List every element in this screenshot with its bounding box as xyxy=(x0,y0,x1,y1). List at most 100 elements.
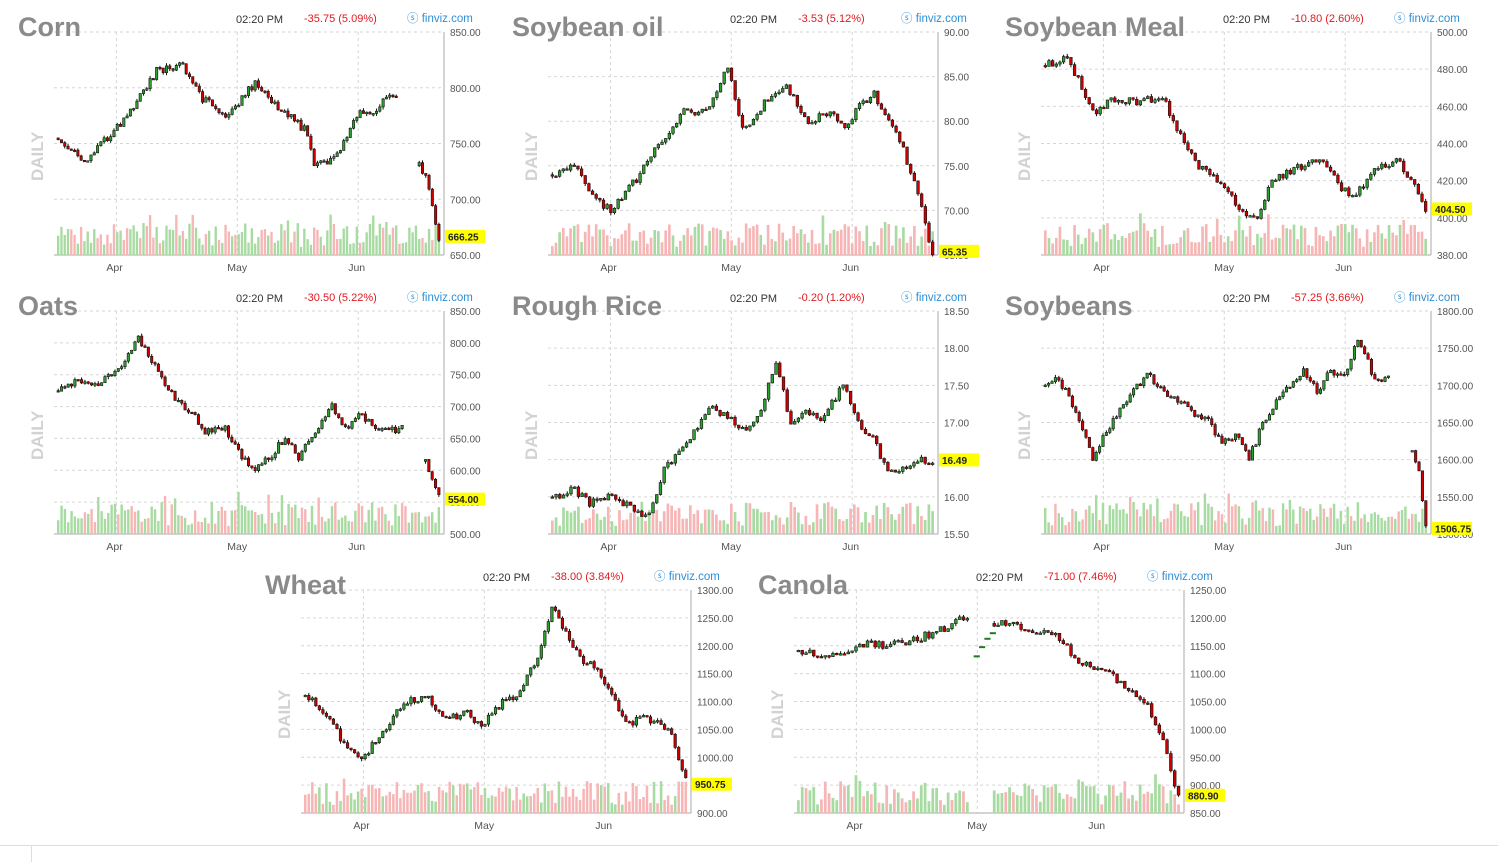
volume-bar xyxy=(821,215,825,255)
last-price-label: 1506.75 xyxy=(1435,524,1472,535)
volume-bar xyxy=(112,224,116,255)
volume-bar xyxy=(770,520,774,534)
y-tick-label: 1300.00 xyxy=(697,586,734,597)
candle-body xyxy=(823,655,827,658)
candle-body xyxy=(1288,169,1292,175)
candle-body xyxy=(770,374,774,384)
volume-bar xyxy=(808,524,811,534)
last-price-label: 16.49 xyxy=(942,456,967,467)
volume-bar xyxy=(625,519,629,534)
candle-body xyxy=(76,379,80,382)
volume-bar xyxy=(1156,498,1159,534)
volume-bar xyxy=(370,502,374,534)
volume-bar xyxy=(345,226,349,255)
candle-body xyxy=(821,113,825,116)
candle-body xyxy=(332,156,336,159)
volume-bar xyxy=(847,226,850,255)
candle-body xyxy=(592,661,596,669)
candle-body xyxy=(1308,377,1312,382)
candle-body xyxy=(781,376,786,391)
volume-bar xyxy=(60,505,63,534)
candle-body xyxy=(390,426,394,431)
candle-body xyxy=(885,646,889,649)
volume-bar xyxy=(792,225,796,255)
volume-bar xyxy=(434,224,437,255)
volume-bar xyxy=(1230,506,1234,534)
candle-body xyxy=(950,623,954,630)
candle-body xyxy=(811,412,815,416)
volume-bar xyxy=(1256,233,1259,255)
volume-bar xyxy=(1060,517,1064,534)
volume-bars xyxy=(57,214,441,255)
volume-bar xyxy=(344,515,347,534)
candle-body xyxy=(1113,97,1117,103)
candle-body xyxy=(610,493,614,496)
period-label: DAILY xyxy=(275,689,294,739)
volume-bar xyxy=(708,230,711,255)
volume-bar xyxy=(1069,245,1073,255)
candle-body xyxy=(927,462,931,466)
volume-bar xyxy=(582,788,585,813)
candle-body xyxy=(307,695,311,701)
candle-body xyxy=(992,623,996,627)
volume-bar xyxy=(677,507,681,534)
volume-bar xyxy=(1326,516,1329,534)
volume-bar xyxy=(416,785,420,813)
candle-body xyxy=(1264,419,1268,423)
volume-bar xyxy=(1234,504,1237,534)
candle-body xyxy=(455,713,459,720)
volume-bar xyxy=(290,507,294,534)
candle-body xyxy=(529,667,533,676)
quote-time: 02:20 PM xyxy=(976,572,1023,584)
candle-body xyxy=(729,416,733,420)
volume-bar xyxy=(1278,238,1281,255)
period-label: DAILY xyxy=(1015,131,1034,181)
candle-body xyxy=(181,62,185,65)
x-tick-label: May xyxy=(474,820,495,832)
candle-body xyxy=(567,631,572,641)
volume-bar xyxy=(385,795,388,813)
volume-bar xyxy=(898,238,902,255)
volume-bar xyxy=(1134,800,1138,813)
volume-bar xyxy=(1173,503,1176,534)
candle-body xyxy=(370,419,374,426)
candle-body xyxy=(1295,379,1299,382)
volume-bar xyxy=(313,227,316,255)
candle-body xyxy=(174,65,178,71)
candle-body xyxy=(867,433,871,436)
candle-body xyxy=(374,742,378,745)
volume-bar xyxy=(617,792,621,813)
candle-body xyxy=(904,642,908,646)
candle-body xyxy=(352,120,356,129)
volume-bar xyxy=(270,512,274,534)
volume-bar xyxy=(1031,788,1035,813)
candle-body xyxy=(827,655,831,658)
candle-body xyxy=(707,407,711,415)
candle-body xyxy=(430,695,434,706)
candle-body xyxy=(714,405,719,411)
volume-bar xyxy=(300,507,304,534)
candle-body xyxy=(416,701,420,704)
volume-bar xyxy=(1319,504,1322,534)
volume-bar xyxy=(1047,237,1051,255)
volume-bar xyxy=(87,514,90,534)
volume-bar xyxy=(636,516,640,534)
x-tick-label: Jun xyxy=(1088,820,1105,832)
volume-bar xyxy=(163,496,167,534)
volume-bar xyxy=(1223,242,1226,255)
volume-bar xyxy=(1100,804,1104,813)
volume-bar xyxy=(358,242,362,255)
candle-body xyxy=(1072,64,1077,76)
volume-bar xyxy=(1123,781,1127,813)
period-label: DAILY xyxy=(28,131,47,181)
candle-body xyxy=(160,371,164,378)
candle-body xyxy=(965,618,970,621)
candle-body xyxy=(1369,173,1373,180)
volume-bar xyxy=(1161,225,1164,255)
volume-bar xyxy=(1159,522,1162,534)
volume-bar xyxy=(318,787,321,813)
volume-bar xyxy=(800,524,804,534)
volume-bar xyxy=(409,792,413,813)
candle-body xyxy=(333,403,337,415)
candle-body xyxy=(923,456,927,464)
